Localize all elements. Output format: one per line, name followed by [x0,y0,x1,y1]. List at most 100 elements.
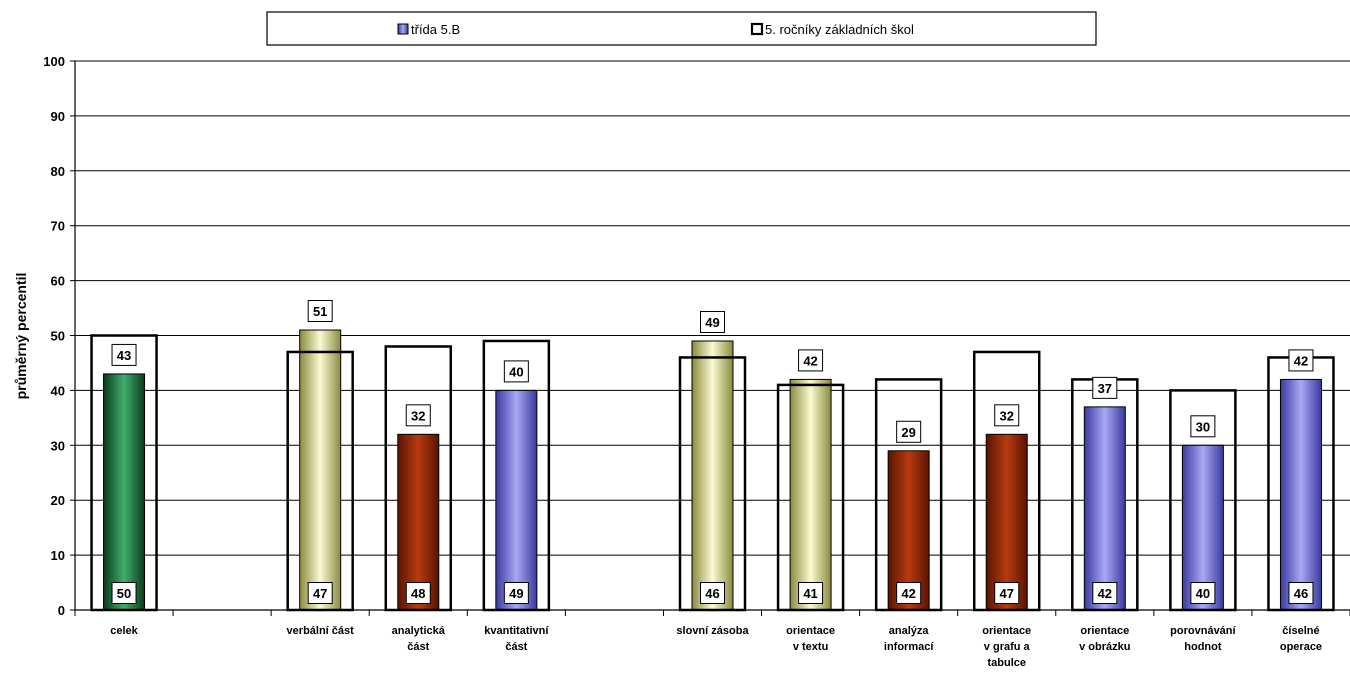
bar-class [789,378,832,611]
bar-class [103,373,146,611]
category-group: 49 46 [678,310,747,612]
data-label-schools-box [994,582,1020,604]
x-tick-label: verbální část [287,625,355,637]
bar-class [1083,406,1126,611]
legend-swatch-class [397,23,409,35]
data-label-class: 40 [509,364,523,379]
data-label-class: 29 [901,425,915,440]
y-tick-label: 30 [51,438,65,453]
x-tick-label: číselné [1282,625,1319,637]
data-label-class-box [1092,376,1118,399]
y-tick-label: 80 [51,164,65,179]
data-label-class: 42 [803,353,817,368]
data-label-schools-box [307,582,333,604]
bar-class [691,340,734,611]
y-tick-label: 0 [58,603,65,618]
data-label-class-box [503,360,529,383]
legend: třída 5.B 5. ročníky základních škol [266,11,1097,46]
data-label-schools-box [1190,582,1216,604]
x-tick-label: porovnávání [1170,625,1236,637]
data-label-class-box [798,349,824,372]
bar-class [299,329,342,611]
legend-label-class: třída 5.B [411,22,460,37]
y-axis-label: průměrný percentil [13,273,29,400]
x-tick-label: operace [1280,641,1322,653]
legend-swatch-schools [750,22,764,36]
data-label-class: 37 [1098,381,1112,396]
data-label-class-box [1288,349,1314,372]
legend-label-schools: 5. ročníky základních škol [765,22,914,37]
data-label-class: 43 [117,348,131,363]
x-tick-label: orientace [1080,625,1129,637]
data-label-schools: 41 [803,586,817,601]
data-label-class-box [1190,415,1216,438]
data-label-schools-box [1092,582,1118,604]
data-label-class-box [896,420,922,443]
y-tick-label: 10 [51,548,65,563]
x-tick-label: tabulce [987,657,1026,669]
data-label-schools-box [405,582,431,604]
data-label-class: 32 [999,408,1013,423]
x-tick-label: část [505,641,527,653]
data-label-class-box [405,404,431,427]
x-tick-label: analýza [889,625,930,637]
x-tick-label: slovní zásoba [676,625,749,637]
x-tick-label: orientace [786,625,835,637]
data-label-class: 30 [1196,419,1210,434]
data-label-schools: 50 [117,586,131,601]
category-labels: celek verbální část analytická část kvantita… [110,625,1322,669]
data-label-class: 49 [705,315,719,330]
x-tick-label: v grafu a [984,641,1031,653]
data-label-class: 51 [313,304,327,319]
x-tick-label: v textu [793,641,828,653]
x-tick-label: část [407,641,429,653]
x-tick-label: informací [884,641,934,653]
category-group: 42 46 [1267,349,1335,612]
x-tick-label: v obrázku [1079,641,1130,653]
bar-class [985,433,1028,611]
data-label-class-box [700,310,725,333]
y-tick-label: 20 [51,493,65,508]
data-label-class: 32 [411,408,425,423]
category-group: 43 50 [90,334,158,612]
x-tick-label: hodnot [1184,641,1222,653]
y-tick-label: 40 [51,383,65,398]
x-tick-label: orientace [982,625,1031,637]
y-tick-label: 100 [43,54,65,69]
data-label-schools-box [1288,582,1314,604]
data-label-schools: 49 [509,586,523,601]
category-group: 30 40 [1169,389,1237,612]
data-label-schools-box [896,582,922,604]
data-label-schools: 46 [1294,586,1308,601]
data-label-class-box [111,343,137,366]
category-group: 42 41 [776,349,845,612]
y-tick-label: 90 [51,109,65,124]
bar-class [495,389,538,611]
y-tick-labels: 0 10 20 30 40 50 60 70 80 90 100 [43,54,65,618]
y-tick-label: 50 [51,329,65,344]
data-label-schools: 46 [705,586,719,601]
data-label-schools-box [798,582,824,604]
legend-box [266,11,1097,46]
category-group: 32 48 [384,345,453,612]
x-tick-label: celek [110,625,138,637]
y-tick-label: 70 [51,219,65,234]
category-group: 51 47 [286,300,354,612]
x-tick-label: kvantitativní [484,625,549,637]
axes [74,61,1350,616]
data-label-schools: 48 [411,586,425,601]
data-label-class-box [994,404,1020,427]
data-label-schools: 47 [313,586,327,601]
data-label-schools: 47 [999,586,1013,601]
x-tick-label: analytická [392,625,446,637]
data-label-schools-box [503,582,529,604]
data-label-schools: 42 [1098,586,1112,601]
data-label-class: 42 [1294,353,1308,368]
data-label-class-box [307,300,333,323]
category-group: 40 49 [482,339,551,612]
bars: 43 50 51 47 32 48 40 49 49 46 42 41 29 42 32 47 37 42 30 40… [90,300,1335,612]
data-label-schools: 40 [1196,586,1210,601]
data-label-schools-box [700,582,725,604]
